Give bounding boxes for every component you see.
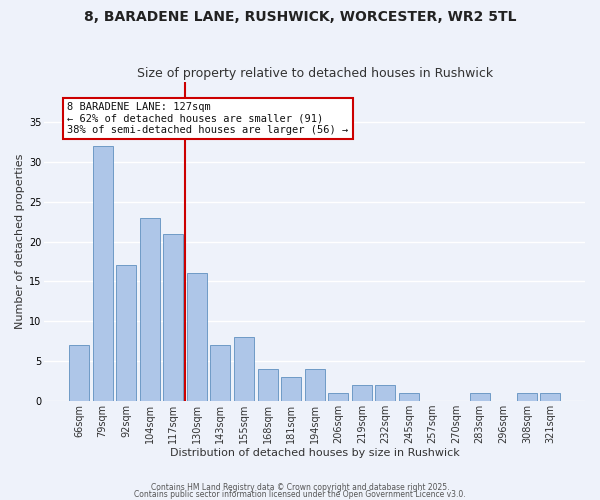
Bar — [140, 218, 160, 401]
Bar — [69, 345, 89, 401]
Bar — [541, 393, 560, 401]
Bar — [399, 393, 419, 401]
Text: 8 BARADENE LANE: 127sqm
← 62% of detached houses are smaller (91)
38% of semi-de: 8 BARADENE LANE: 127sqm ← 62% of detache… — [67, 102, 349, 135]
Text: Contains public sector information licensed under the Open Government Licence v3: Contains public sector information licen… — [134, 490, 466, 499]
Bar — [352, 385, 372, 401]
Bar — [281, 377, 301, 401]
Bar — [376, 385, 395, 401]
Bar — [328, 393, 349, 401]
Text: 8, BARADENE LANE, RUSHWICK, WORCESTER, WR2 5TL: 8, BARADENE LANE, RUSHWICK, WORCESTER, W… — [84, 10, 516, 24]
Bar — [470, 393, 490, 401]
Y-axis label: Number of detached properties: Number of detached properties — [15, 154, 25, 329]
Bar — [92, 146, 113, 401]
Bar — [211, 345, 230, 401]
Title: Size of property relative to detached houses in Rushwick: Size of property relative to detached ho… — [137, 66, 493, 80]
Bar — [187, 274, 207, 401]
Bar — [234, 338, 254, 401]
Bar — [305, 369, 325, 401]
Bar — [116, 266, 136, 401]
Bar — [517, 393, 537, 401]
Text: Contains HM Land Registry data © Crown copyright and database right 2025.: Contains HM Land Registry data © Crown c… — [151, 484, 449, 492]
Bar — [257, 369, 278, 401]
X-axis label: Distribution of detached houses by size in Rushwick: Distribution of detached houses by size … — [170, 448, 460, 458]
Bar — [163, 234, 184, 401]
